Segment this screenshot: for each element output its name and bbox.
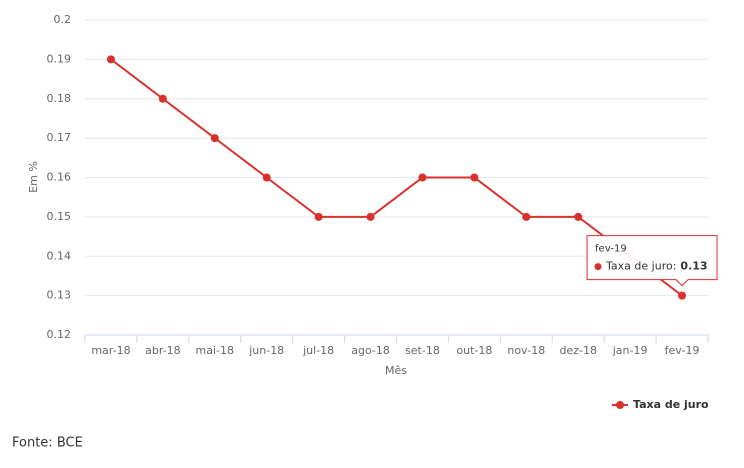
y-tick-label: 0.18 — [47, 92, 72, 105]
x-tick-label: mai-18 — [196, 344, 234, 357]
x-tick-label: mar-18 — [91, 344, 130, 357]
point — [418, 173, 427, 182]
source: Fonte: BCE — [12, 436, 83, 451]
tooltip: fev-19 Taxa de juro: 0.13 — [586, 235, 718, 287]
y-tick-label: 0.2 — [54, 13, 72, 26]
y-tick-label: 0.14 — [47, 249, 72, 262]
y-tick-label: 0.13 — [47, 289, 72, 302]
point — [210, 134, 219, 143]
x-tick-label: fev-19 — [665, 344, 700, 357]
x-tick-label: jul-18 — [302, 344, 334, 357]
legend-symbol — [616, 401, 624, 409]
y-tick-label: 0.15 — [47, 210, 72, 223]
x-tick-label: ago-18 — [351, 344, 390, 357]
x-axis-label: Mês — [385, 364, 407, 377]
y-tick-label: 0.17 — [47, 131, 72, 144]
point — [678, 291, 687, 300]
legend-label[interactable]: Taxa de juro — [633, 398, 709, 411]
y-tick-label: 0.19 — [47, 52, 72, 65]
x-tick-label: out-18 — [456, 344, 492, 357]
y-axis-label: Em % — [27, 161, 40, 193]
point — [262, 173, 271, 182]
tooltip-label: Taxa de juro: — [605, 260, 676, 273]
point — [158, 94, 167, 103]
point — [314, 212, 323, 221]
point — [106, 55, 115, 64]
y-tick-label: 0.16 — [47, 171, 72, 184]
tooltip-value: 0.13 — [680, 260, 707, 273]
tooltip-box — [586, 235, 718, 287]
line — [110, 58, 683, 297]
x-tick-label: dez-18 — [559, 344, 597, 357]
y-tick-label: 0.12 — [47, 328, 72, 341]
tooltip-symbol — [594, 263, 602, 271]
x-tick-label: set-18 — [405, 344, 440, 357]
point — [470, 173, 479, 182]
point — [574, 212, 583, 221]
point — [366, 212, 375, 221]
x-tick-label: jan-19 — [612, 344, 648, 357]
x-tick-label: nov-18 — [507, 344, 545, 357]
x-tick-label: jun-18 — [248, 344, 284, 357]
tooltip-title: fev-19 — [595, 244, 627, 255]
x-tick-label: abr-18 — [145, 344, 181, 357]
point — [522, 212, 531, 221]
